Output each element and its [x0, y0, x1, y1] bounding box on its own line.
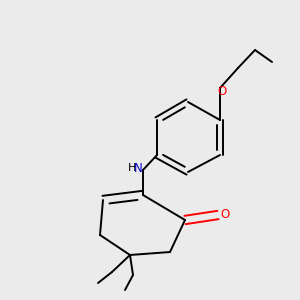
Text: O: O — [220, 208, 229, 221]
Text: N: N — [134, 162, 143, 175]
Text: H: H — [128, 163, 136, 172]
Text: O: O — [217, 85, 226, 98]
